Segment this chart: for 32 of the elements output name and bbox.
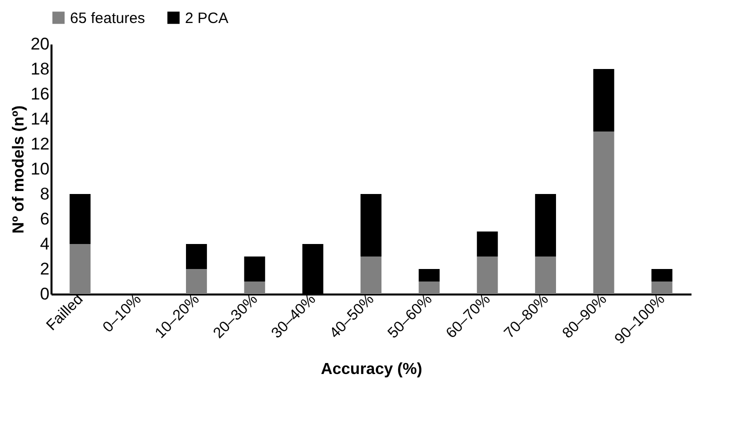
bar (535, 194, 556, 256)
y-axis-title: Nº of models (nº) (10, 105, 28, 234)
bar (593, 132, 614, 294)
y-tick-label: 16 (30, 84, 50, 104)
bar (593, 69, 614, 132)
y-tick-label: 8 (40, 184, 50, 204)
y-tick-label: 10 (30, 160, 50, 178)
y-tick-label: 4 (40, 234, 50, 254)
bar (70, 194, 91, 244)
y-tick-label: 20 (30, 34, 50, 54)
bar (244, 256, 266, 282)
bar (476, 232, 498, 256)
bar (186, 269, 207, 294)
bar (70, 244, 91, 294)
legend-label: 65 features (70, 10, 146, 27)
y-tick-label: 14 (30, 110, 50, 128)
bar (244, 282, 266, 294)
bar (360, 256, 382, 294)
bar (476, 256, 498, 294)
y-tick-label: 6 (40, 210, 50, 228)
y-tick-label: 2 (40, 260, 50, 278)
bar (418, 269, 440, 282)
legend-label: 2 PCA (185, 10, 228, 27)
bar (418, 282, 440, 294)
bar (651, 282, 672, 294)
bar (186, 244, 207, 269)
x-axis-title: Accuracy (%) (320, 360, 422, 378)
y-tick-label: 18 (30, 60, 50, 78)
bar (360, 194, 382, 256)
y-tick-label: 12 (30, 134, 50, 154)
bar (651, 269, 672, 282)
bar (535, 256, 556, 294)
